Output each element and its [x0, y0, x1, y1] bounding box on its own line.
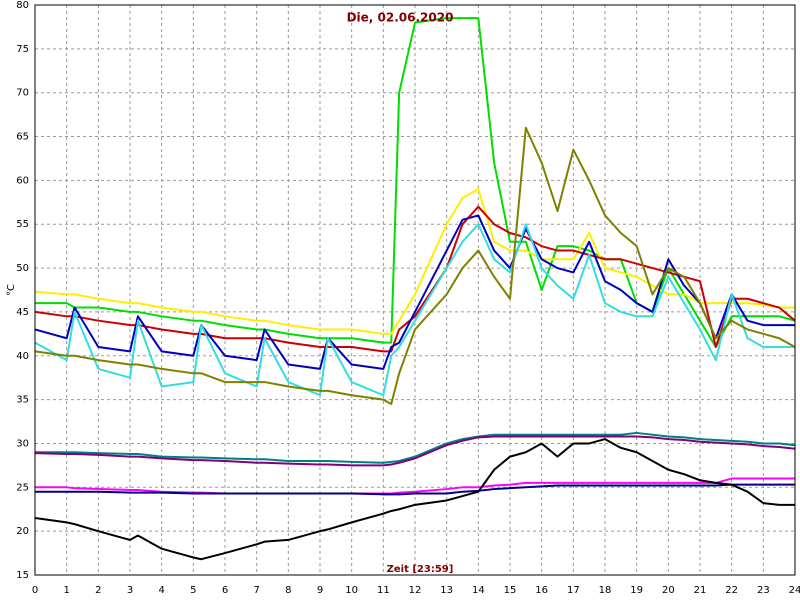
x-tick-label: 12: [409, 585, 422, 596]
y-tick-label: 70: [16, 88, 29, 99]
y-tick-label: 20: [16, 526, 29, 537]
plot-frame: [34, 4, 796, 576]
y-tick-label: 45: [16, 307, 29, 318]
y-tick-label: 80: [16, 0, 29, 11]
x-tick-label: 21: [694, 585, 707, 596]
x-tick-label: 2: [95, 585, 101, 596]
x-tick-label: 5: [190, 585, 196, 596]
series-line: [34, 214, 795, 370]
series-line: [34, 188, 795, 335]
x-tick-label: 8: [285, 585, 291, 596]
y-tick-label: 40: [16, 351, 29, 362]
x-tick-label: 11: [377, 585, 390, 596]
y-axis-label: °C: [6, 284, 17, 296]
y-tick-label: 65: [16, 132, 29, 143]
y-tick-label: 60: [16, 175, 29, 186]
series-line: [34, 126, 796, 405]
y-tick-label: 15: [16, 570, 29, 581]
series-line: [34, 438, 795, 561]
x-tick-label: 16: [535, 585, 548, 596]
x-tick-label: 10: [345, 585, 358, 596]
x-tick-label: 15: [504, 585, 517, 596]
x-tick-label: 18: [599, 585, 612, 596]
x-tick-label: 23: [757, 585, 770, 596]
series-line: [34, 435, 796, 467]
x-tick-label: 14: [472, 585, 485, 596]
x-tick-label: 6: [222, 585, 228, 596]
series-line: [35, 431, 796, 464]
y-tick-label: 30: [16, 438, 29, 449]
y-tick-label: 35: [16, 395, 29, 406]
series-line: [35, 483, 795, 496]
x-tick-label: 20: [662, 585, 675, 596]
x-tick-label: 1: [63, 585, 69, 596]
x-tick-label: 19: [630, 585, 643, 596]
x-tick-label: 17: [567, 585, 580, 596]
x-tick-label: 3: [127, 585, 133, 596]
y-tick-label: 75: [16, 44, 29, 55]
x-tick-label: 13: [440, 585, 453, 596]
y-tick-label: 55: [16, 219, 29, 230]
y-tick-label: 25: [16, 482, 29, 493]
series-line: [34, 223, 795, 397]
x-tick-label: 24: [789, 585, 800, 596]
lines: [34, 17, 796, 561]
x-tick-label: 9: [317, 585, 323, 596]
y-tick-label: 50: [16, 263, 29, 274]
x-tick-label: 0: [32, 585, 38, 596]
x-tick-label: 7: [253, 585, 259, 596]
x-tick-label: 4: [158, 585, 164, 596]
x-tick-label: 22: [725, 585, 738, 596]
chart-title: Die, 02.06.2020: [347, 11, 454, 25]
x-axis-label: Zeit [23:59]: [387, 564, 454, 575]
